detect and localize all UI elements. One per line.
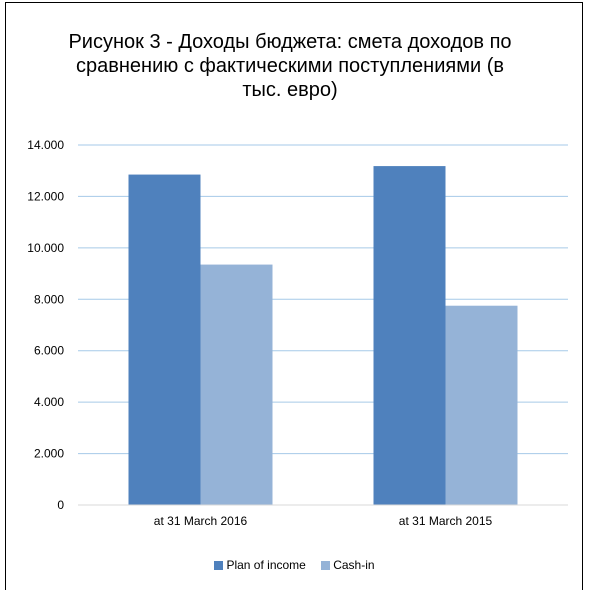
y-tick-label-1: 2.000 xyxy=(34,447,64,461)
chart-title-line-2: сравнению с фактическими поступлениями (… xyxy=(76,55,504,77)
legend-label-plan-of-income: Plan of income xyxy=(226,558,306,572)
legend-item-plan-of-income: Plan of income xyxy=(214,558,306,572)
bar-plan-of-income-0 xyxy=(128,174,201,506)
bar-cash-in-1 xyxy=(445,305,518,505)
chart-legend: Plan of income Cash-in xyxy=(0,558,589,573)
y-tick-label-3: 6.000 xyxy=(34,344,64,358)
legend-swatch-cash-in xyxy=(321,560,331,570)
legend-swatch-plan-of-income xyxy=(214,560,224,570)
chart-title: Рисунок 3 - Доходы бюджета: смета доходо… xyxy=(40,30,540,102)
x-tick-label-0: at 31 March 2016 xyxy=(154,514,248,528)
chart-title-line-1: Рисунок 3 - Доходы бюджета: смета доходо… xyxy=(68,31,512,53)
y-tick-label-2: 4.000 xyxy=(34,395,64,409)
chart-title-line-3: тыс. евро) xyxy=(242,79,338,101)
bar-plan-of-income-1 xyxy=(373,166,446,506)
y-tick-label-6: 12.000 xyxy=(27,189,64,203)
y-tick-label-4: 8.000 xyxy=(34,292,64,306)
y-tick-label-0: 0 xyxy=(57,498,64,512)
legend-item-cash-in: Cash-in xyxy=(321,558,375,572)
y-tick-label-5: 10.000 xyxy=(27,241,64,255)
x-tick-label-1: at 31 March 2015 xyxy=(399,514,493,528)
legend-label-cash-in: Cash-in xyxy=(333,558,375,572)
bar-cash-in-0 xyxy=(200,264,273,505)
y-tick-label-7: 14.000 xyxy=(27,138,64,152)
